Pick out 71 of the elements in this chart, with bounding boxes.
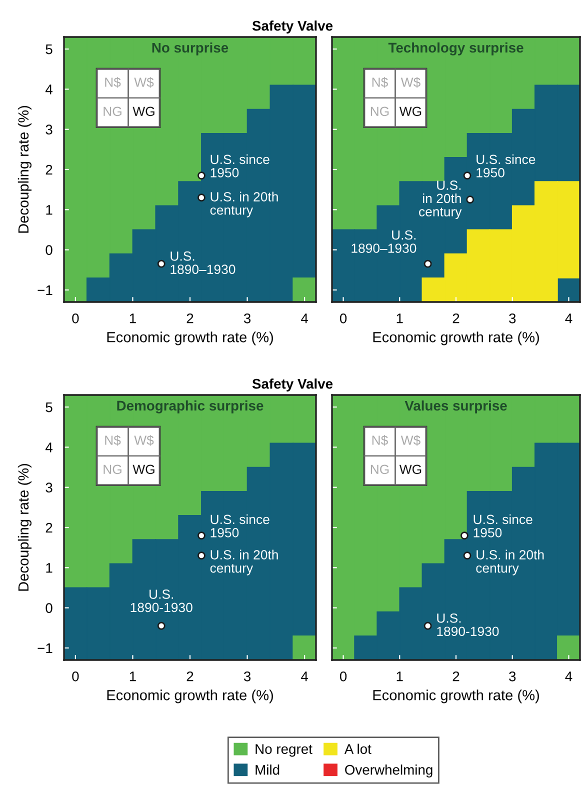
x-tick-label: 1 <box>130 314 136 324</box>
x-tick-label: 4 <box>565 672 572 682</box>
annotation: U.S. since 1950 <box>210 514 270 538</box>
x-tick-label: 1 <box>396 314 403 324</box>
y-tick-label: 3 <box>46 482 52 493</box>
point <box>198 552 206 560</box>
x-tick-label: 4 <box>301 672 308 682</box>
x-tick-label: 0 <box>340 671 347 682</box>
x-axis-title: Economic growth rate (%) <box>373 690 539 704</box>
bar <box>292 635 316 660</box>
y-tick-label: −1 <box>38 643 52 653</box>
x-tick-label: 1 <box>396 672 403 682</box>
y-tick-label: 2 <box>46 164 52 175</box>
y-tick-label: 3 <box>46 124 52 135</box>
y-axis-title: Decoupling rate (%) <box>18 106 32 233</box>
point <box>198 172 206 180</box>
point <box>198 532 206 540</box>
y-tick-label: 2 <box>46 522 52 533</box>
x-tick-label: 4 <box>565 314 572 324</box>
x-tick-label: 2 <box>186 313 194 324</box>
y-tick-label: 4 <box>45 442 52 452</box>
x-tick-label: 4 <box>301 314 308 324</box>
x-tick-label: 2 <box>186 671 194 682</box>
x-tick-label: 2 <box>452 313 460 324</box>
annotation: U.S. 1890–1930 <box>170 251 236 274</box>
x-axis-title: Economic growth rate (%) <box>373 332 539 346</box>
point <box>157 260 166 268</box>
legend-label: A lot <box>344 744 372 754</box>
x-tick-label: 3 <box>509 313 516 324</box>
x-tick-label: 3 <box>509 671 516 682</box>
x-tick-label: 3 <box>244 671 251 682</box>
x-axis-title: Economic growth rate (%) <box>107 332 273 346</box>
y-tick-label: 1 <box>46 205 52 215</box>
x-axis-title: Economic growth rate (%) <box>107 690 273 704</box>
y-tick-label: 4 <box>45 84 52 94</box>
chart-subtitle: Values surprise <box>404 400 507 414</box>
annotation: U.S. since 1950 <box>210 154 270 178</box>
annotation: U.S. 1890-1930 <box>130 590 192 612</box>
y-tick-label: 1 <box>46 563 52 573</box>
y-axis-title: Decoupling rate (%) <box>18 464 32 591</box>
annotation: U.S. since 1950 <box>476 154 536 178</box>
y-tick-label: −1 <box>38 285 52 295</box>
chart-subtitle: Demographic surprise <box>117 400 264 414</box>
y-tick-label: 5 <box>46 402 52 412</box>
legend-label: Mild <box>256 764 280 775</box>
annotation: U.S. 1890–1930 <box>352 230 416 253</box>
x-tick-label: 2 <box>452 671 460 682</box>
y-tick-label: 0 <box>46 603 52 613</box>
annotation: U.S. in 20th century <box>419 180 462 220</box>
y-tick-label: 0 <box>46 245 52 255</box>
bar <box>557 635 580 660</box>
x-tick-label: 0 <box>72 313 79 324</box>
chart-subtitle: Technology surprise <box>388 42 524 56</box>
chart-subtitle: No surprise <box>152 42 228 56</box>
point <box>157 622 166 630</box>
chart-title: Safety Valve <box>252 20 333 34</box>
annotation: U.S. since 1950 <box>474 514 532 538</box>
legend-label: Overwhelming <box>345 764 432 778</box>
x-tick-label: 3 <box>244 313 251 324</box>
x-tick-label: 1 <box>130 672 136 682</box>
y-tick-label: 5 <box>46 44 52 54</box>
annotation: U.S. in 20th century <box>210 192 278 218</box>
annotation: U.S. in 20th century <box>476 550 544 576</box>
annotation: U.S. in 20th century <box>210 550 278 576</box>
chart-title: Safety Valve <box>252 378 333 392</box>
x-tick-label: 0 <box>340 313 347 324</box>
legend-label: No regret <box>256 744 312 757</box>
point <box>198 194 206 202</box>
x-tick-label: 0 <box>72 671 79 682</box>
bar <box>292 277 316 302</box>
annotation: U.S. 1890-1930 <box>437 613 499 636</box>
